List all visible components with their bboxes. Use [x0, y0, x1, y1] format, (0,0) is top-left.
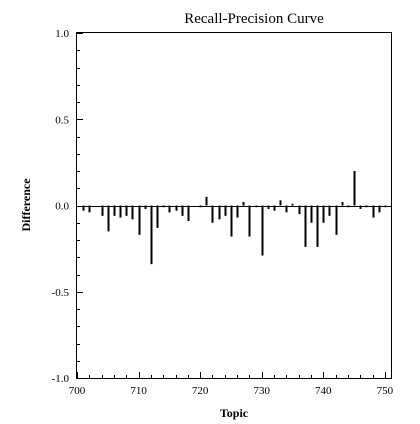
x-tick-label: 700: [69, 385, 86, 397]
x-tick-label: 740: [315, 385, 332, 397]
bars: [82, 171, 387, 265]
y-tick-label: -0.5: [52, 287, 70, 299]
y-tick-label: 1.0: [55, 28, 69, 40]
x-tick-label: 730: [253, 385, 270, 397]
y-tick-label: 0.0: [55, 201, 69, 213]
y-axis-label: Difference: [19, 178, 33, 232]
x-tick-label: 710: [130, 385, 147, 397]
x-tick-label: 720: [192, 385, 209, 397]
y-tick-label: 0.5: [55, 114, 69, 126]
y-tick-label: -1.0: [52, 373, 70, 385]
y-axis: 1.0 0.5 0.0 -0.5 -1.0: [52, 28, 83, 385]
x-tick-label: 750: [377, 385, 394, 397]
chart-title: Recall-Precision Curve: [184, 11, 324, 27]
plot-frame: [76, 32, 392, 379]
x-axis: 700 710 720 730 740 750: [69, 372, 394, 397]
x-axis-label: Topic: [220, 406, 249, 420]
